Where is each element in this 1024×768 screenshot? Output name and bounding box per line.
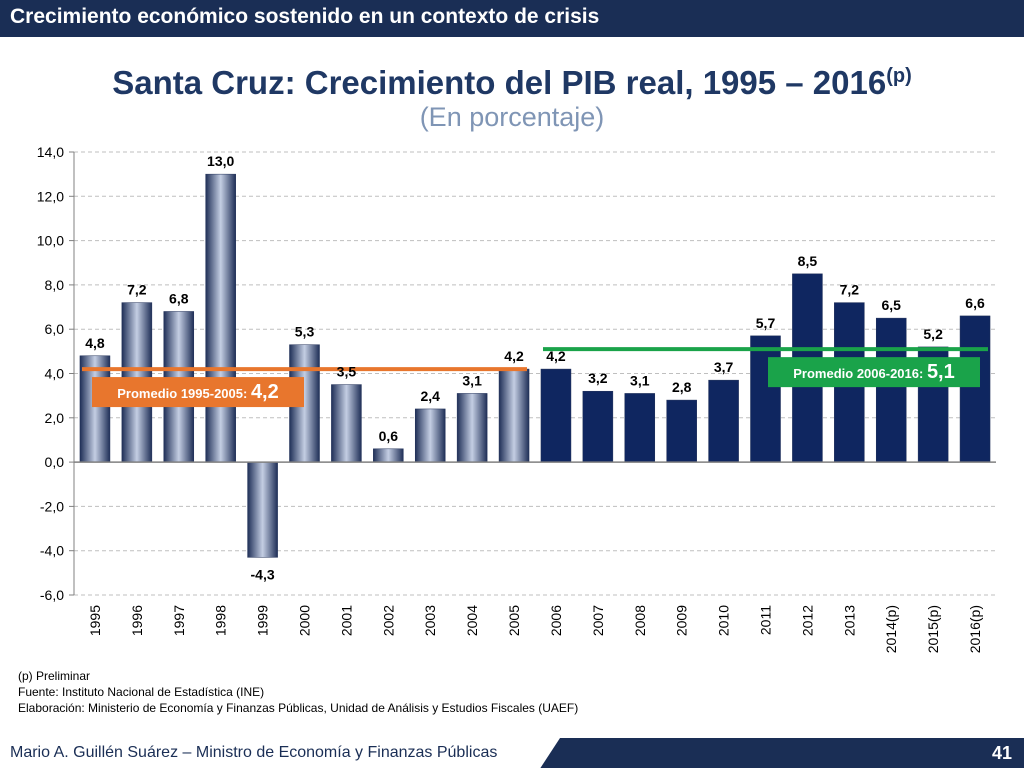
x-tick-label: 1998 (213, 605, 229, 636)
average-box-2 (768, 357, 980, 388)
x-tick-label: 2007 (590, 605, 606, 636)
note-source: Fuente: Instituto Nacional de Estadístic… (18, 685, 265, 699)
y-tick-label: 14,0 (37, 144, 64, 160)
y-tick-label: 12,0 (37, 188, 64, 204)
axes: 14,0 12,0 10,0 8,0 6,0 4,0 2,0 0,0 -2,0 -4,0 -6,0 1… (37, 144, 996, 653)
bar-2005 (498, 368, 530, 463)
data-label-2005: 4,2 (504, 348, 524, 364)
x-tick-label: 1997 (171, 605, 187, 636)
bar-2004 (456, 393, 488, 463)
chart-title: Santa Cruz: Crecimiento del PIB real, 19… (0, 64, 1024, 102)
footer-bar: Mario A. Guillén Suárez – Ministro de Ec… (0, 738, 1024, 768)
x-tick-label: 2014(p) (883, 605, 899, 653)
bar-2003 (414, 408, 446, 463)
note-elaboration: Elaboración: Ministerio de Economía y Fi… (18, 701, 579, 715)
bar-2001 (331, 384, 362, 463)
x-tick-label: 2002 (380, 605, 396, 636)
data-label-2003: 2,4 (420, 388, 440, 404)
x-tick-label: 2011 (758, 605, 774, 635)
data-label-1998: 13,0 (207, 153, 234, 169)
y-tick-label: 0,0 (45, 454, 65, 470)
chart-title-superscript: (p) (886, 65, 912, 87)
data-label-1999: -4,3 (251, 566, 275, 582)
bar-2002 (373, 448, 404, 463)
data-label-2000: 5,3 (295, 324, 315, 340)
footer-text: Mario A. Guillén Suárez – Ministro de Ec… (10, 744, 498, 761)
data-label-2013: 7,2 (840, 282, 860, 298)
bar-2010 (708, 379, 739, 463)
x-tick-label: 2004 (464, 605, 480, 636)
notes: (p) Preliminar Fuente: Instituto Naciona… (18, 668, 578, 716)
bar-2009 (666, 399, 697, 463)
footer-white-panel: Mario A. Guillén Suárez – Ministro de Ec… (0, 738, 560, 768)
bar-2011 (750, 335, 781, 463)
data-label-2011: 5,7 (756, 315, 776, 331)
average-label-1: Promedio 1995-2005: 4,2 (117, 381, 279, 403)
x-tick-label: 1999 (255, 605, 271, 636)
data-label-2004: 3,1 (462, 372, 482, 388)
y-tick-label: 2,0 (45, 410, 65, 426)
x-tick-label: 1995 (87, 605, 103, 636)
x-tick-label: 2009 (674, 605, 690, 636)
y-tick-label: 10,0 (37, 233, 64, 249)
x-tick-label: 2000 (297, 605, 313, 636)
bar-2006 (540, 368, 572, 463)
data-label-2002: 0,6 (379, 428, 399, 444)
x-tick-label: 2013 (841, 605, 857, 636)
data-label-2012: 8,5 (798, 253, 818, 269)
y-tick-label: -2,0 (40, 498, 64, 514)
data-label-2014(p): 6,5 (881, 297, 901, 313)
page-number: 41 (991, 743, 1012, 763)
data-label-2008: 3,1 (630, 372, 650, 388)
y-tick-label: -6,0 (40, 587, 64, 603)
header-text: Crecimiento económico sostenido en un co… (10, 5, 600, 28)
y-tick-label: 4,0 (45, 366, 65, 382)
x-tick-label: 2016(p) (967, 605, 983, 653)
x-tick-label: 2015(p) (925, 605, 941, 653)
bar-1998 (205, 173, 236, 463)
x-tick-label: 2008 (632, 605, 648, 636)
header-bar: Crecimiento económico sostenido en un co… (0, 0, 1024, 37)
chart-title-main: Santa Cruz: Crecimiento del PIB real, 19… (112, 64, 887, 101)
x-tick-label: 2001 (338, 605, 354, 636)
bar-2016(p) (959, 315, 991, 463)
data-label-2010: 3,7 (714, 359, 734, 375)
bar-2014(p) (875, 317, 907, 463)
average-label-2: Promedio 2006-2016: 5,1 (793, 361, 955, 383)
average-box-1 (92, 377, 304, 408)
data-label-2006: 4,2 (546, 348, 566, 364)
y-tick-label: 6,0 (45, 321, 65, 337)
x-tick-label: 2010 (716, 605, 732, 636)
y-tick-label: -4,0 (40, 543, 64, 559)
y-tick-label: 8,0 (45, 277, 65, 293)
bar-1995 (79, 355, 111, 463)
x-tick-label: 2006 (548, 605, 564, 636)
bar-2008 (624, 393, 656, 463)
average-lines: Promedio 1995-2005: 4,2 Promedio 2006-201… (82, 347, 988, 408)
x-tick-label: 2012 (799, 605, 815, 636)
data-label-1995: 4,8 (85, 335, 105, 351)
bar-chart: Promedio 1995-2005: 4,2 Promedio 2006-201… (37, 144, 996, 653)
data-label-2015(p): 5,2 (923, 326, 943, 342)
x-tick-label: 2005 (506, 605, 522, 636)
data-label-2007: 3,2 (588, 370, 608, 386)
data-labels: 4,8 7,2 6,8 13,0 -4,3 5,3 3,5 0,6 2,4 3,1 4,2 4,2 3,… (85, 153, 985, 582)
data-label-2001: 3,5 (337, 364, 357, 380)
bar-2007 (582, 390, 614, 463)
note-preliminar: (p) Preliminar (18, 669, 91, 683)
data-label-2016(p): 6,6 (965, 295, 985, 311)
bar-1999 (247, 461, 278, 558)
chart-subtitle: (En porcentaje) (419, 102, 605, 132)
x-tick-label: 1996 (129, 605, 145, 636)
data-label-2009: 2,8 (672, 379, 692, 395)
data-label-1996: 7,2 (127, 282, 147, 298)
x-tick-label: 2003 (422, 605, 438, 636)
data-label-1997: 6,8 (169, 290, 189, 306)
